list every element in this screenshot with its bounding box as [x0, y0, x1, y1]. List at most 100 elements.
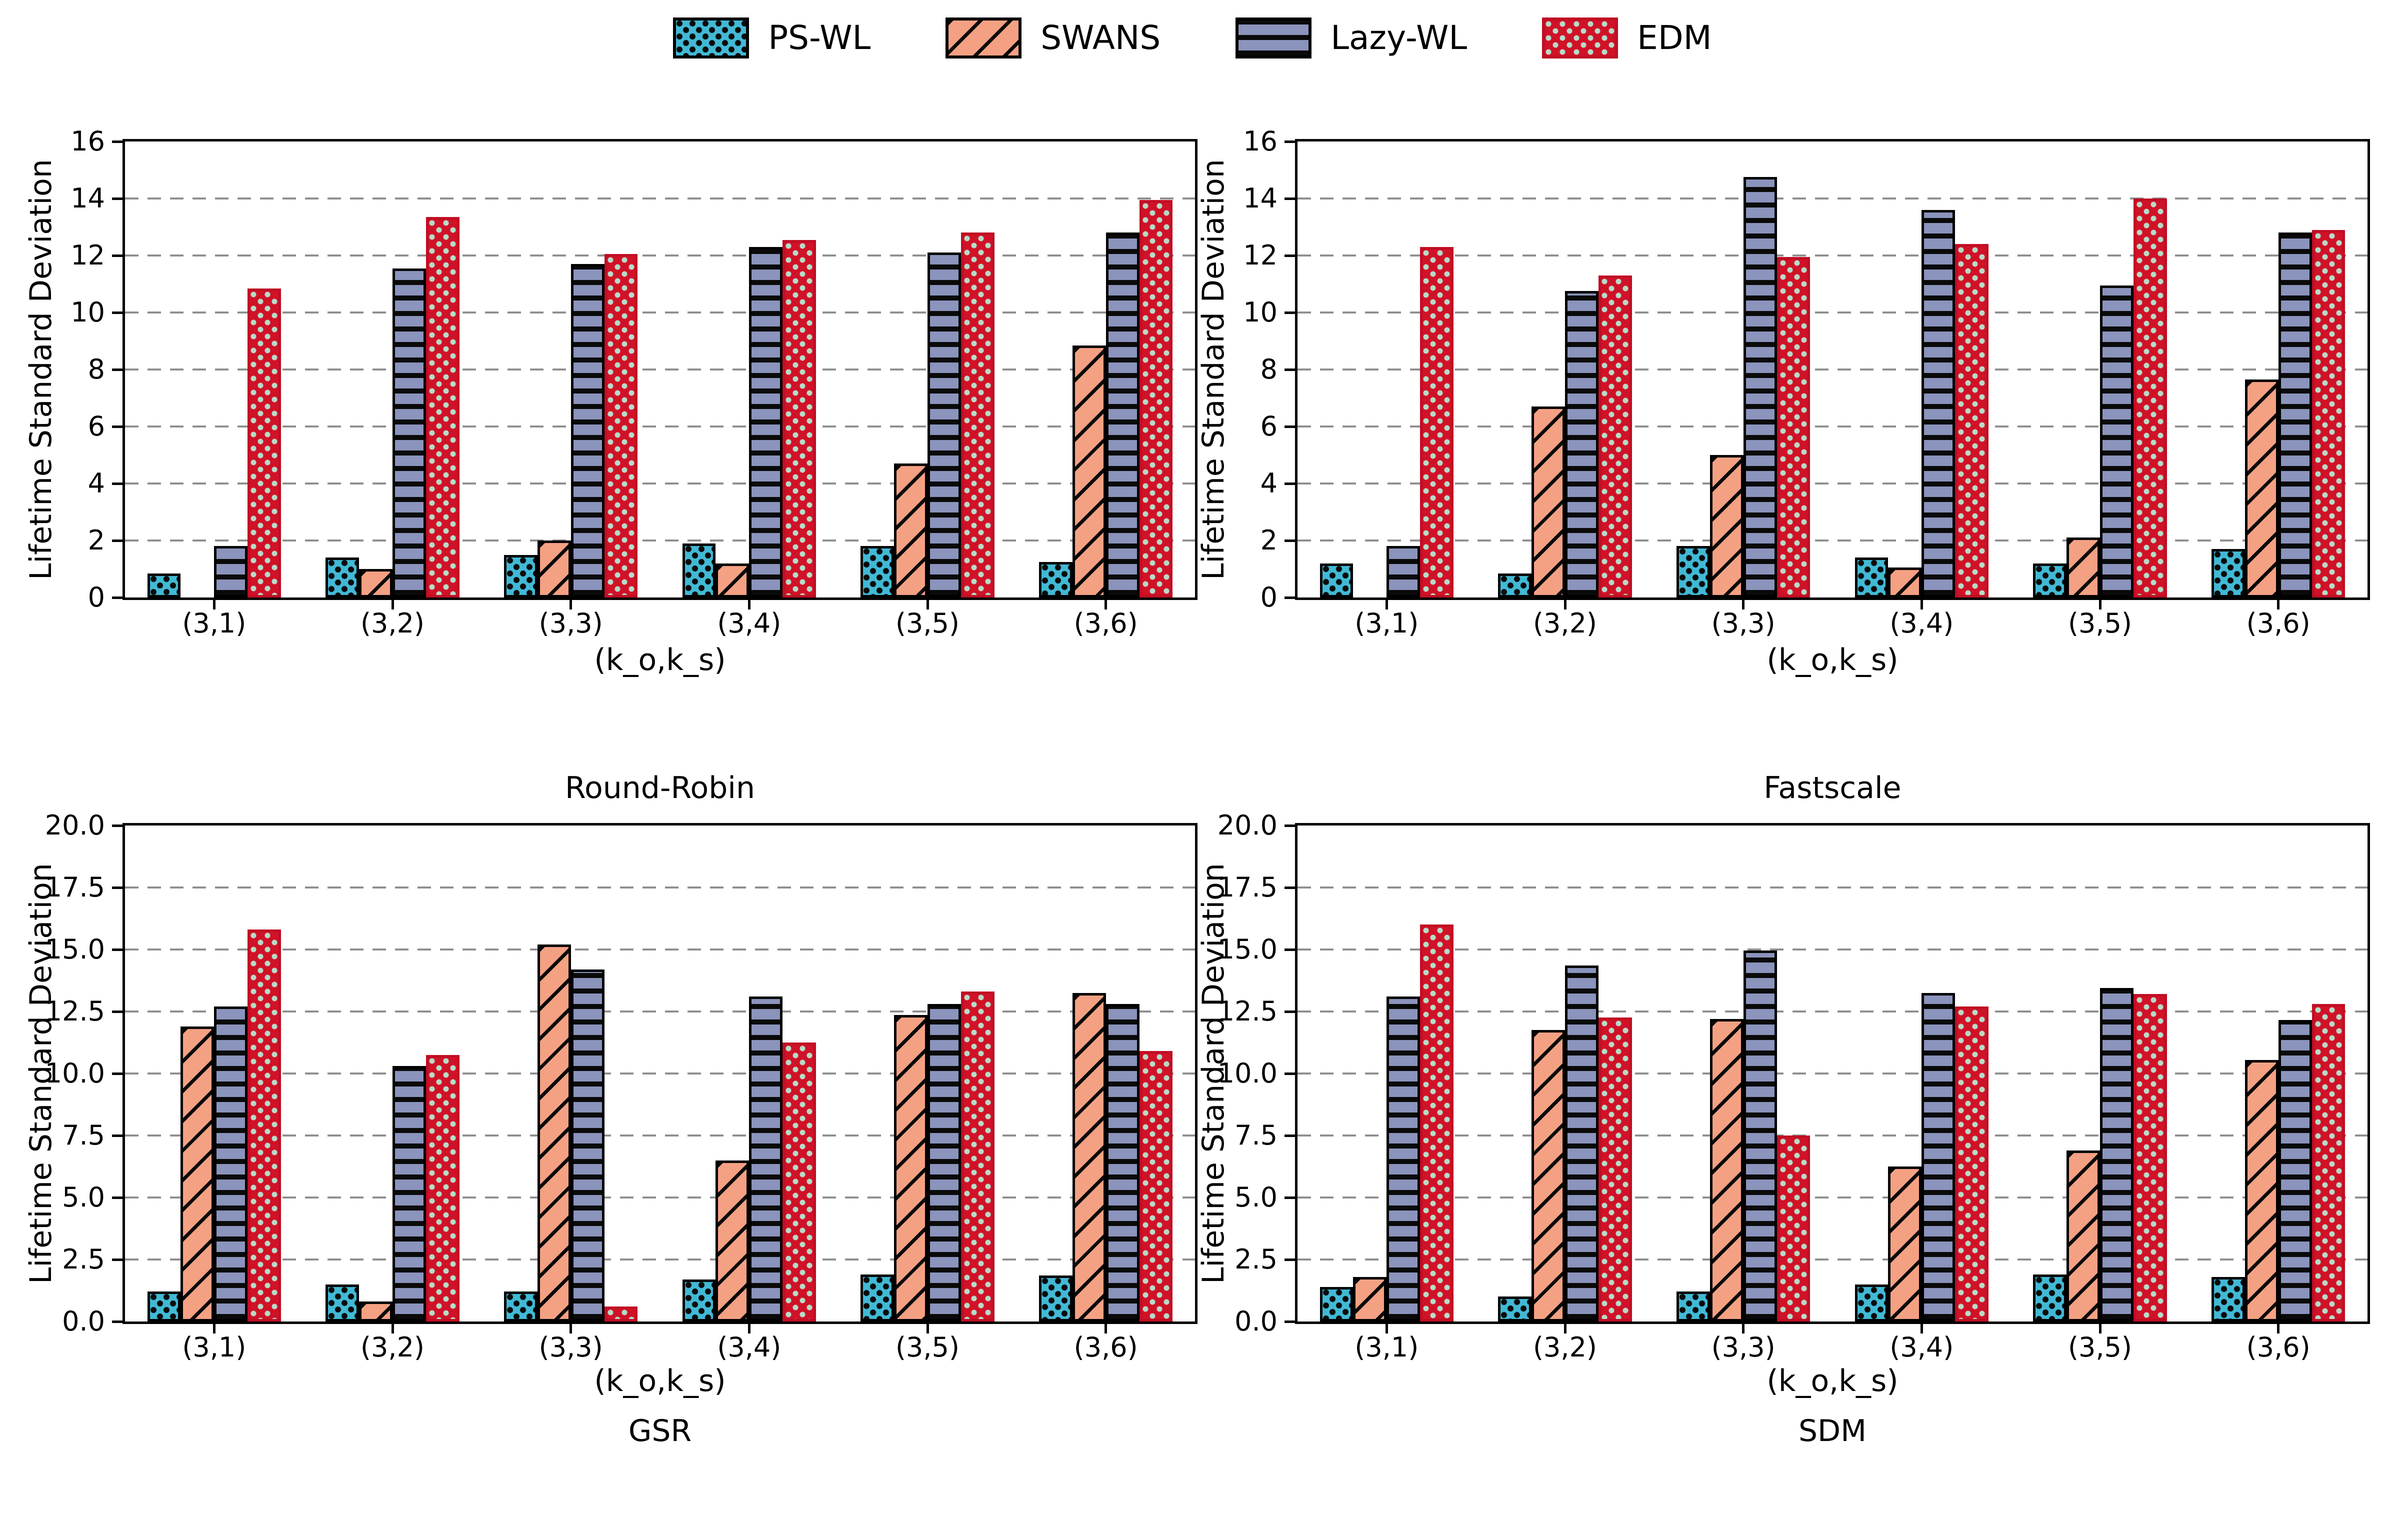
subplot-title: Fastscale: [1764, 770, 1902, 806]
y-tick-mark: [112, 368, 125, 371]
legend-item-lazy-wl: Lazy-WL: [1236, 18, 1467, 58]
bar-ps-wl-(3,3): [1676, 1292, 1710, 1322]
y-tick-mark: [112, 948, 125, 951]
x-tick-mark: [1564, 598, 1566, 610]
swans-swatch-icon: [946, 18, 1022, 58]
bar-lazy-wl-(3,1): [1386, 546, 1420, 598]
gridline: [125, 1258, 1195, 1260]
gridline: [1298, 1010, 2368, 1012]
y-tick-mark: [1284, 539, 1298, 542]
y-tick-mark: [1284, 886, 1298, 889]
x-tick-label: (3,5): [2068, 1332, 2132, 1363]
x-tick-mark: [212, 598, 216, 610]
bar-swans-(3,4): [716, 1160, 750, 1322]
x-axis-label: (k_o,k_s): [594, 642, 726, 678]
x-tick-label: (3,3): [1711, 1332, 1776, 1363]
bar-edm-(3,6): [2312, 230, 2346, 598]
subplot-gsr: Lifetime Standard Deviation (k_o,k_s) GS…: [0, 760, 1198, 1540]
bar-lazy-wl-(3,4): [749, 996, 783, 1322]
gridline: [125, 198, 1195, 200]
bar-swans-(3,3): [1710, 455, 1744, 598]
y-tick-label: 2: [88, 524, 105, 556]
x-tick-label: (3,5): [2068, 608, 2132, 639]
plot-area: Lifetime Standard Deviation (k_o,k_s) SD…: [1196, 810, 2370, 1448]
bar-ps-wl-(3,6): [1038, 1276, 1072, 1322]
bar-lazy-wl-(3,5): [2100, 285, 2134, 598]
x-tick-mark: [570, 598, 572, 610]
bar-lazy-wl-(3,3): [1743, 950, 1777, 1322]
y-tick-label: 10.0: [1217, 1058, 1278, 1089]
x-axis-label: (k_o,k_s): [1766, 1364, 1898, 1398]
bar-swans-(3,2): [1532, 1030, 1565, 1322]
x-tick-mark: [212, 1322, 216, 1334]
bar-lazy-wl-(3,1): [214, 546, 248, 598]
gridline: [1298, 1258, 2368, 1260]
gridline: [1298, 312, 2368, 314]
subplot-round-robin: Lifetime Standard Deviation (k_o,k_s) Ro…: [0, 70, 1198, 850]
bar-lazy-wl-(3,2): [392, 1066, 426, 1322]
y-tick-mark: [1284, 948, 1298, 951]
x-tick-label: (3,6): [1074, 1332, 1138, 1363]
x-axis-label: (k_o,k_s): [1766, 642, 1898, 678]
x-tick-label: (3,4): [1890, 608, 1954, 639]
x-tick-label: (3,1): [182, 1332, 246, 1363]
y-tick-label: 4: [1260, 468, 1278, 499]
bar-ps-wl-(3,2): [326, 558, 360, 598]
y-tick-mark: [112, 539, 125, 542]
figure-legend: PS-WL SWANS Lazy-WL EDM: [0, 8, 2385, 68]
bar-swans-(3,2): [359, 569, 392, 598]
bar-ps-wl-(3,4): [1854, 1284, 1888, 1322]
plot-area: Lifetime Standard Deviation (k_o,k_s) Fa…: [1196, 126, 2370, 804]
subplot-sdm: Lifetime Standard Deviation (k_o,k_s) SD…: [1172, 760, 2370, 1540]
gridline: [1298, 254, 2368, 256]
x-tick-label: (3,4): [717, 1332, 782, 1363]
x-tick-label: (3,1): [1354, 1332, 1419, 1363]
gridline: [125, 482, 1195, 484]
y-tick-label: 2: [1260, 524, 1278, 556]
bar-ps-wl-(3,3): [504, 1292, 538, 1322]
plot-area: Lifetime Standard Deviation (k_o,k_s) GS…: [24, 810, 1198, 1448]
gridline: [125, 1134, 1195, 1136]
x-tick-label: (3,6): [2246, 608, 2310, 639]
x-tick-label: (3,6): [2246, 1332, 2310, 1363]
bar-lazy-wl-(3,1): [1386, 996, 1420, 1322]
y-tick-label: 15.0: [44, 934, 105, 965]
bar-swans-(3,3): [1710, 1018, 1744, 1322]
bar-swans-(3,2): [359, 1302, 392, 1322]
bar-edm-(3,2): [426, 1054, 460, 1322]
bar-lazy-wl-(3,2): [1565, 291, 1598, 598]
x-tick-mark: [1104, 598, 1108, 610]
x-tick-mark: [1742, 1322, 1745, 1334]
bar-lazy-wl-(3,5): [928, 1004, 961, 1322]
edm-swatch-icon: [1542, 18, 1618, 58]
bar-swans-(3,5): [894, 1015, 928, 1322]
y-tick-mark: [112, 311, 125, 314]
y-tick-label: 2.5: [62, 1244, 105, 1275]
x-tick-mark: [748, 1322, 750, 1334]
x-tick-label: (3,5): [895, 608, 960, 639]
bar-ps-wl-(3,1): [147, 1292, 181, 1322]
y-tick-label: 10: [1243, 296, 1278, 328]
legend-label: Lazy-WL: [1330, 18, 1468, 57]
x-tick-mark: [1385, 1322, 1388, 1334]
x-tick-mark: [926, 598, 929, 610]
bar-ps-wl-(3,6): [1038, 562, 1072, 598]
gridline: [125, 540, 1195, 542]
gridline: [1298, 948, 2368, 950]
gridline: [1298, 1134, 2368, 1136]
bar-swans-(3,6): [1072, 992, 1106, 1322]
bar-lazy-wl-(3,3): [570, 969, 604, 1322]
x-tick-mark: [391, 1322, 394, 1334]
x-tick-label: (3,2): [360, 608, 424, 639]
bar-edm-(3,5): [2133, 994, 2167, 1322]
y-tick-label: 12.5: [1217, 996, 1278, 1027]
bar-lazy-wl-(3,1): [214, 1006, 248, 1322]
x-tick-mark: [1920, 1322, 1923, 1334]
bar-lazy-wl-(3,4): [749, 246, 783, 598]
y-tick-mark: [1284, 254, 1298, 257]
y-tick-label: 0: [88, 582, 105, 613]
bar-ps-wl-(3,2): [1498, 573, 1532, 598]
x-tick-label: (3,5): [895, 1332, 960, 1363]
gridline: [1298, 426, 2368, 428]
y-tick-mark: [112, 482, 125, 485]
